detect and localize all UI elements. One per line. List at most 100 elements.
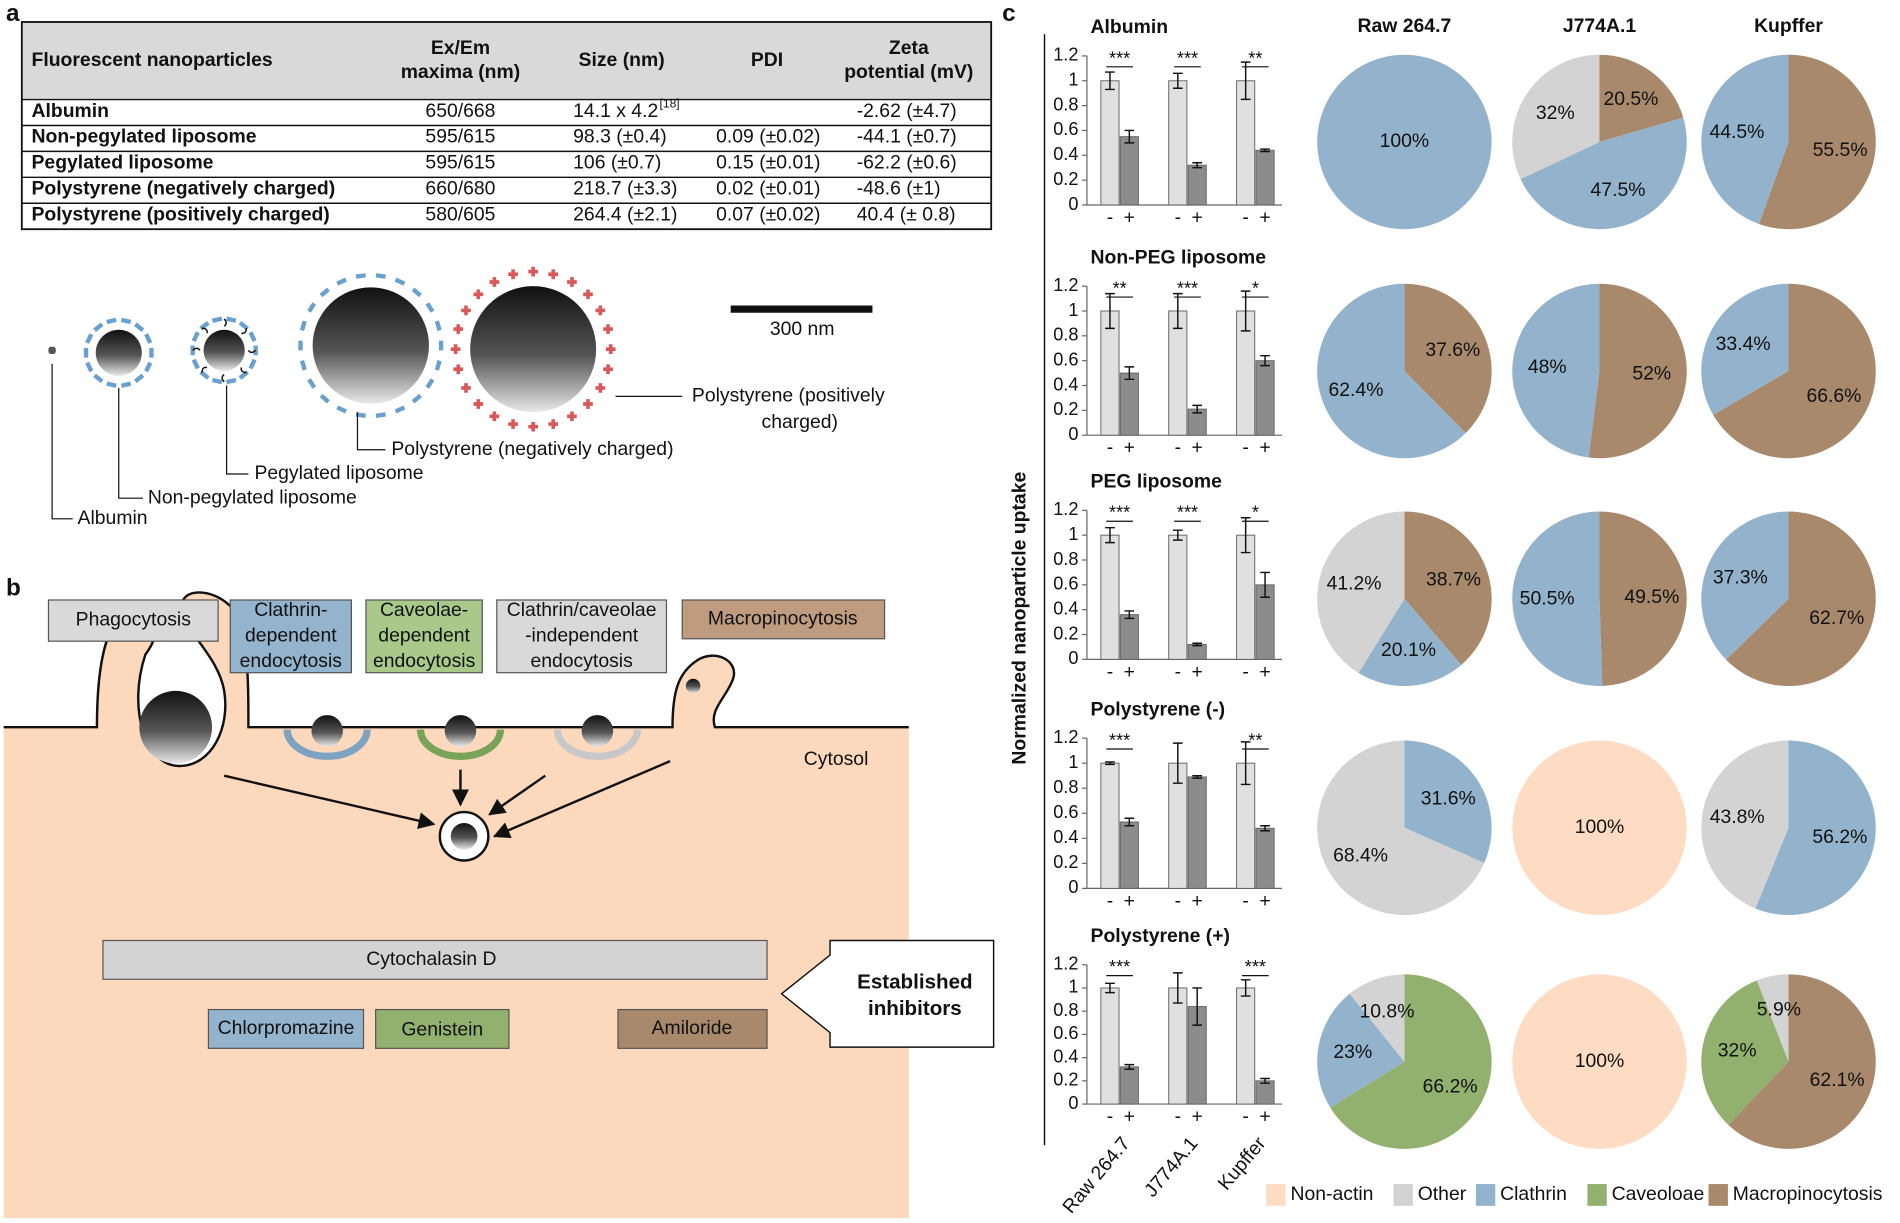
table-cell: Polystyrene (positively charged) — [32, 204, 330, 226]
error-bar — [1240, 979, 1251, 997]
charge-mark — [238, 321, 249, 331]
significance: *** — [1109, 731, 1130, 751]
charge-mark — [199, 370, 210, 380]
table-cell: 0.15 (±0.01) — [716, 152, 820, 174]
pie-slice — [1349, 974, 1405, 1062]
inhibitor-arrow — [780, 939, 995, 1048]
cell-line-label: J774A.1 — [1140, 1133, 1203, 1202]
panel-label: c — [1002, 0, 1015, 27]
y-tick-label: 1.2 — [1053, 499, 1078, 519]
charge-mark — [336, 405, 347, 414]
legend-swatch — [1393, 1184, 1413, 1206]
pie-slice — [1404, 283, 1492, 434]
charge-mark — [83, 347, 89, 358]
particle-label: charged) — [762, 411, 838, 433]
charge-mark — [106, 317, 117, 325]
x-sub-label: - — [1107, 206, 1113, 228]
panel-label: b — [6, 574, 21, 601]
x-sub-label: + — [1192, 206, 1203, 228]
peg-chain — [223, 318, 227, 327]
table-cell: -2.62 (±4.7) — [857, 100, 957, 122]
table-cell: 595/615 — [425, 152, 495, 174]
error-bar — [1192, 162, 1203, 169]
route-box — [681, 599, 886, 640]
y-tick-label: 1 — [1068, 752, 1078, 772]
pie-slice — [1701, 511, 1789, 660]
charge-mark — [528, 421, 539, 432]
y-tick-label: 0.2 — [1053, 1070, 1078, 1090]
legend-swatch — [1475, 1184, 1496, 1206]
chart-title: Non-PEG liposome — [1091, 246, 1267, 268]
charge-mark — [307, 302, 317, 313]
table-header-bg — [21, 21, 992, 100]
peg-chain — [201, 366, 208, 373]
route-label: endocytosis — [530, 650, 632, 672]
pie-label: 100% — [1575, 1050, 1625, 1072]
x-sub-label: - — [1242, 206, 1248, 228]
legend-swatch — [1708, 1184, 1728, 1206]
error-bar — [1240, 61, 1251, 101]
charge-mark — [411, 287, 422, 298]
legend-label: Macropinocytosis — [1733, 1183, 1883, 1205]
legend-label: Other — [1418, 1183, 1467, 1205]
charge-mark — [298, 340, 303, 351]
y-tick-label: 0 — [1068, 877, 1078, 897]
bar — [1255, 149, 1275, 206]
pie-label: 33.4% — [1716, 333, 1771, 355]
table-cell: -62.2 (±0.6) — [857, 152, 957, 174]
particle-diagram: 300 nm Albumin Non-pegylated liposome Pe… — [48, 266, 885, 529]
pie-slice — [1404, 511, 1492, 665]
y-tick-label: 1 — [1068, 977, 1078, 997]
charge-mark — [489, 411, 500, 422]
x-sub-label: - — [1242, 661, 1248, 683]
route-label: -independent — [525, 624, 639, 646]
charge-mark — [93, 373, 104, 384]
charge-mark — [595, 305, 606, 316]
pathway-diagram: Phagocytosis Clathrin- dependent endocyt… — [3, 591, 995, 1218]
charge-mark — [355, 412, 366, 418]
route-label: Clathrin/caveolae — [507, 599, 657, 621]
pie-slice — [1701, 980, 1789, 1125]
charge-mark — [508, 269, 518, 280]
pie-slice — [1755, 740, 1876, 916]
route-label: dependent — [378, 624, 470, 646]
cell-line-label: Raw 264.7 — [1058, 1133, 1134, 1218]
bar — [1187, 164, 1207, 206]
significance: * — [1252, 503, 1259, 523]
y-tick-label: 0.6 — [1053, 574, 1078, 594]
error-bar — [1105, 526, 1115, 544]
pit-particle — [311, 715, 343, 747]
error-bar — [1105, 761, 1115, 766]
charge-mark — [583, 289, 593, 300]
x-sub-label: + — [1124, 1106, 1135, 1128]
particle-label: Pegylated liposome — [254, 462, 423, 484]
error-bar — [1105, 71, 1115, 91]
pie-slice — [1599, 54, 1684, 142]
table-cell: 580/605 — [425, 204, 495, 226]
table-cell: 0.02 (±0.01) — [716, 178, 820, 200]
bar — [1168, 310, 1188, 436]
pie-label: 37.6% — [1425, 339, 1480, 361]
route-box — [47, 599, 219, 642]
charge-mark — [191, 358, 200, 370]
pie-slice — [1317, 283, 1466, 459]
pie-label: 37.3% — [1713, 567, 1768, 589]
phagocytosed-particle — [139, 690, 213, 764]
bar — [1168, 80, 1188, 206]
y-tick-label: 0.6 — [1053, 119, 1078, 139]
pie-slice — [1701, 740, 1789, 909]
charge-mark — [144, 361, 153, 373]
peg-chain — [221, 373, 225, 383]
charge-mark — [133, 322, 145, 332]
x-sub-label: + — [1259, 206, 1270, 228]
significance: * — [1252, 279, 1259, 299]
error-bar — [1172, 972, 1183, 1004]
pie-label: 68.4% — [1333, 845, 1388, 867]
particle-label: Polystyrene (negatively charged) — [391, 438, 673, 460]
route-label: Clathrin- — [254, 599, 327, 621]
table-cell: 264.4 (±2.1) — [573, 204, 677, 226]
error-bar — [1260, 571, 1270, 598]
pie-label: 31.6% — [1421, 787, 1476, 809]
table-header: Size (nm) — [579, 49, 665, 71]
y-tick-label: 0.2 — [1053, 399, 1078, 419]
